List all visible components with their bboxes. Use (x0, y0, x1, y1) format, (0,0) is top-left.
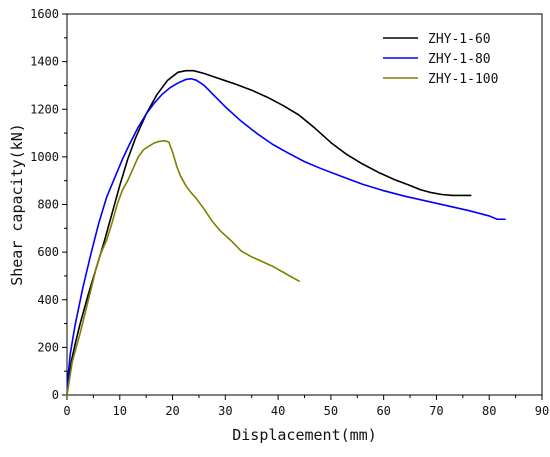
legend-label-3: ZHY-1-100 (428, 72, 498, 87)
x-tick-label-90: 90 (535, 404, 549, 418)
legend-layer: ZHY-1-60 ZHY-1-80 ZHY-1-100 (383, 32, 498, 87)
x-tick-label-70: 70 (429, 404, 443, 418)
y-axis-title: Shear capacity(kN) (8, 123, 26, 286)
x-tick-label-10: 10 (113, 404, 127, 418)
y-tick-label-200: 200 (37, 340, 59, 354)
x-tick-label-20: 20 (165, 404, 179, 418)
y-tick-label-800: 800 (37, 198, 59, 212)
y-tick-label-1400: 1400 (30, 55, 59, 69)
series-line-2 (66, 77, 506, 396)
y-tick-label-1000: 1000 (30, 150, 59, 164)
y-tick-label-0: 0 (52, 388, 59, 402)
y-tick-label-1200: 1200 (30, 102, 59, 116)
x-tick-label-80: 80 (482, 404, 496, 418)
x-axis-title: Displacement(mm) (232, 426, 377, 444)
x-tick-label-60: 60 (376, 404, 390, 418)
y-tick-label-1600: 1600 (30, 7, 59, 21)
legend-label-2: ZHY-1-80 (428, 52, 491, 67)
x-tick-label-0: 0 (63, 404, 70, 418)
series-line-3 (66, 139, 301, 396)
x-tick-label-30: 30 (218, 404, 232, 418)
x-tick-label-50: 50 (324, 404, 338, 418)
series-line-1 (66, 69, 472, 396)
y-tick-label-400: 400 (37, 293, 59, 307)
axes-layer: 0 10 20 30 40 50 60 70 80 90 0 200 400 600 800 1000 1200… (30, 7, 549, 418)
x-tick-label-40: 40 (271, 404, 285, 418)
series-layer (66, 69, 506, 396)
legend-label-1: ZHY-1-60 (428, 32, 491, 47)
y-tick-label-600: 600 (37, 245, 59, 259)
